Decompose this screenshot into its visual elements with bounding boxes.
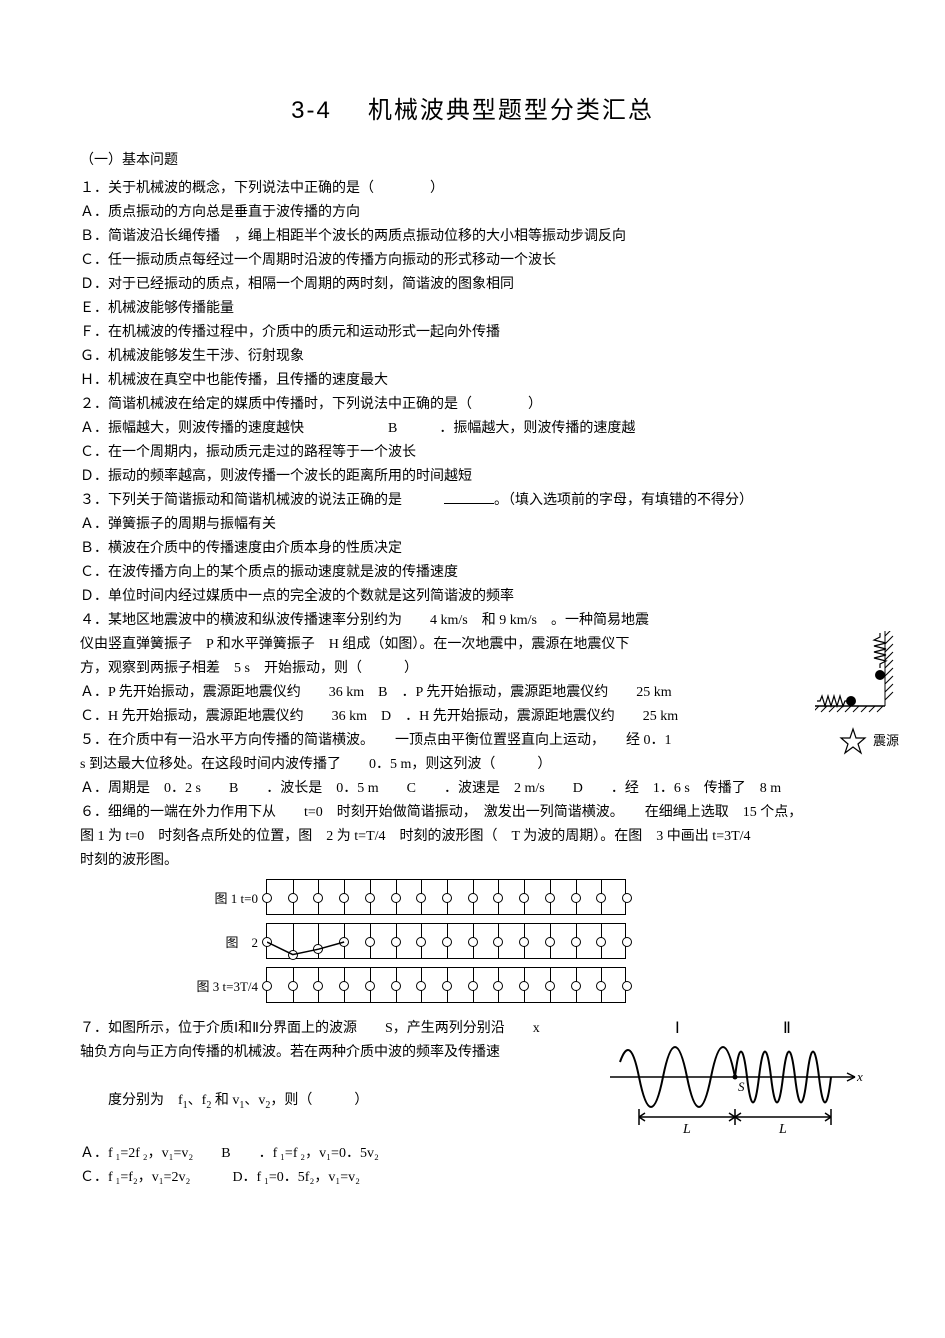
figure-3-block bbox=[266, 967, 626, 1003]
fill-blank bbox=[444, 490, 494, 504]
figure-2-block bbox=[266, 923, 626, 959]
text-line: Ａ．P 先开始振动，震源距地震仪约 36 km B ．P 先开始振动，震源距地震… bbox=[80, 681, 865, 705]
title-text: 机械波典型题型分类汇总 bbox=[368, 98, 654, 124]
text-line: １．关于机械波的概念，下列说法中正确的是（ ） bbox=[80, 177, 865, 201]
text-line: ４．某地区地震波中的横波和纵波传播速率分别约为 4 km/s 和 9 km/s … bbox=[80, 609, 865, 633]
text-line: 仪由竖直弹簧振子 P 和水平弹簧振子 H 组成（如图）。在一次地震中，震源在地震… bbox=[80, 633, 865, 657]
figure-3-row: 图 3 t=3T/4 bbox=[190, 967, 865, 1003]
figure-2-label: 图 2 bbox=[190, 932, 266, 951]
svg-text:L: L bbox=[778, 1122, 787, 1137]
text-line: Ａ．弹簧振子的周期与振幅有关 bbox=[80, 513, 865, 537]
text-line: Ｇ．机械波能够发生干涉、衍射现象 bbox=[80, 345, 865, 369]
section-heading: （一）基本问题 bbox=[80, 149, 865, 169]
q7-line-3: 度分别为 f1、f2 和 v1、v2，则（ ） bbox=[80, 1065, 587, 1142]
text-line: ５．在介质中有一沿水平方向传播的简谐横波。 一顶点由平衡位置竖直向上运动， 经 … bbox=[80, 729, 865, 753]
text-line: Ｅ．机械波能够传播能量 bbox=[80, 297, 865, 321]
text-line: 方，观察到两振子相差 5 s 开始振动，则（ ） bbox=[80, 657, 865, 681]
q6-figures: 图 1 t=0 图 2 图 3 t=3T/4 bbox=[190, 879, 865, 1003]
figure-1-label: 图 1 t=0 bbox=[190, 888, 266, 907]
text-line: ６．细绳的一端在外力作用下从 t=0 时刻开始做简谐振动， 激发出一列简谐横波。… bbox=[80, 801, 865, 825]
text-line: s 到达最大位移处。在这段时间内波传播了 0．5 m，则这列波（ ） bbox=[80, 753, 865, 777]
text-line: Ｃ．在一个周期内，振动质元走过的路程等于一个波长 bbox=[80, 441, 865, 465]
text-line: ３．下列关于简谐振动和简谐机械波的说法正确的是 。（填入选项前的字母，有填错的不… bbox=[80, 489, 865, 513]
text-line: Ｆ．在机械波的传播过程中，介质中的质元和运动形式一起向外传播 bbox=[80, 321, 865, 345]
text-line: Ｃ．任一振动质点每经过一个周期时沿波的传播方向振动的形式移动一个波长 bbox=[80, 249, 865, 273]
figure-3-label: 图 3 t=3T/4 bbox=[190, 976, 266, 995]
text-line: Ａ．振幅越大，则波传播的速度越快 B ．振幅越大，则波传播的速度越 bbox=[80, 417, 865, 441]
text-line: Ｃ．在波传播方向上的某个质点的振动速度就是波的传播速度 bbox=[80, 561, 865, 585]
q7-opt-a: Ａ．f ₁=2f ₂，v₁=v₂ B ．f ₁=f ₂，v₁=0．5v₂ bbox=[80, 1142, 587, 1166]
text-line: Ａ．质点振动的方向总是垂直于波传播的方向 bbox=[80, 201, 865, 225]
text-line: Ｄ．振动的频率越高，则波传播一个波长的距离所用的时间越短 bbox=[80, 465, 865, 489]
page-title: 3-4 机械波典型题型分类汇总 bbox=[80, 90, 865, 125]
q7-text: ７．如图所示，位于介质Ⅰ和Ⅱ分界面上的波源 S，产生两列分别沿 x 轴负方向与正… bbox=[80, 1017, 587, 1190]
text-line: Ｂ．横波在介质中的传播速度由介质本身的性质决定 bbox=[80, 537, 865, 561]
svg-text:S: S bbox=[738, 1079, 745, 1094]
svg-text:Ⅱ: Ⅱ bbox=[783, 1020, 791, 1037]
figure-1-row: 图 1 t=0 bbox=[190, 879, 865, 915]
q7-block: ７．如图所示，位于介质Ⅰ和Ⅱ分界面上的波源 S，产生两列分别沿 x 轴负方向与正… bbox=[80, 1017, 865, 1190]
text-line: 图 1 为 t=0 时刻各点所处的位置，图 2 为 t=T/4 时刻的波形图（ … bbox=[80, 825, 865, 849]
svg-text:L: L bbox=[682, 1122, 691, 1137]
svg-text:Ⅰ: Ⅰ bbox=[675, 1020, 680, 1037]
text-line: 时刻的波形图。 bbox=[80, 849, 865, 873]
source-label: 震源 bbox=[873, 733, 899, 748]
text-line: Ｄ．单位时间内经过媒质中一点的完全波的个数就是这列简谐波的频率 bbox=[80, 585, 865, 609]
q7-wave-diagram: x S Ⅰ Ⅱ L L bbox=[605, 1017, 865, 1137]
q7-opt-c: Ｃ．f ₁=f₂，v₁=2v₂ D．f ₁=0．5f₂，v₁=v₂ bbox=[80, 1166, 587, 1190]
text-line: Ｈ．机械波在真空中也能传播，且传播的速度最大 bbox=[80, 369, 865, 393]
content-body: （一）基本问题 １．关于机械波的概念，下列说法中正确的是（ ）Ａ．质点振动的方向… bbox=[80, 149, 865, 1190]
text-line: Ａ．周期是 0．2 s B ．波长是 0．5 m C ．波速是 2 m/s D … bbox=[80, 777, 865, 801]
svg-text:x: x bbox=[856, 1069, 863, 1084]
question-lines: １．关于机械波的概念，下列说法中正确的是（ ）Ａ．质点振动的方向总是垂直于波传播… bbox=[80, 177, 865, 873]
q7-line-2: 轴负方向与正方向传播的机械波。若在两种介质中波的频率及传播速 bbox=[80, 1041, 587, 1065]
figure-1-block bbox=[266, 879, 626, 915]
seismograph-diagram: 震源 bbox=[815, 631, 915, 761]
text-line: ２．简谐机械波在给定的媒质中传播时，下列说法中正确的是（ ） bbox=[80, 393, 865, 417]
q7-line-1: ７．如图所示，位于介质Ⅰ和Ⅱ分界面上的波源 S，产生两列分别沿 x bbox=[80, 1017, 587, 1041]
title-number: 3-4 bbox=[291, 97, 332, 124]
text-line: Ｃ．H 先开始振动，震源距地震仪约 36 km D ．H 先开始振动，震源距地震… bbox=[80, 705, 865, 729]
text-line: Ｄ．对于已经振动的质点，相隔一个周期的两时刻，简谐波的图象相同 bbox=[80, 273, 865, 297]
figure-2-row: 图 2 bbox=[190, 923, 865, 959]
text-line: Ｂ．简谐波沿长绳传播 ，绳上相距半个波长的两质点振动位移的大小相等振动步调反向 bbox=[80, 225, 865, 249]
